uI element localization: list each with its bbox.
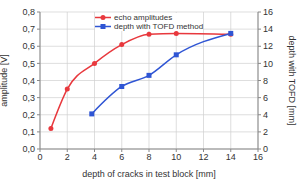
svg-text:0,6: 0,6 <box>22 41 35 51</box>
svg-text:8: 8 <box>263 76 268 86</box>
svg-text:0,0: 0,0 <box>22 144 35 154</box>
svg-text:4: 4 <box>263 110 268 120</box>
svg-text:0: 0 <box>263 144 268 154</box>
svg-text:6: 6 <box>263 93 268 103</box>
svg-text:10: 10 <box>263 59 273 69</box>
svg-text:0: 0 <box>37 152 42 162</box>
svg-text:12: 12 <box>263 41 273 51</box>
svg-text:4: 4 <box>92 152 97 162</box>
svg-text:16: 16 <box>253 152 263 162</box>
svg-text:2: 2 <box>263 127 268 137</box>
svg-text:0,2: 0,2 <box>22 110 35 120</box>
svg-text:14: 14 <box>226 152 236 162</box>
svg-text:10: 10 <box>171 152 181 162</box>
svg-text:6: 6 <box>119 152 124 162</box>
svg-text:0,4: 0,4 <box>22 76 35 86</box>
svg-text:amplitude [V]: amplitude [V] <box>8 54 9 107</box>
svg-text:12: 12 <box>198 152 208 162</box>
svg-text:0,3: 0,3 <box>22 93 35 103</box>
svg-text:14: 14 <box>263 24 273 34</box>
svg-text:0,1: 0,1 <box>22 127 35 137</box>
svg-text:2: 2 <box>65 152 70 162</box>
svg-text:16: 16 <box>263 7 273 17</box>
svg-text:8: 8 <box>146 152 151 162</box>
svg-text:0,5: 0,5 <box>22 59 35 69</box>
svg-text:depth with TOFD [mm]: depth with TOFD [mm] <box>287 35 292 125</box>
svg-text:0,8: 0,8 <box>22 7 35 17</box>
html-text:depth with TOFD method: depth with TOFD method <box>114 22 204 31</box>
html-text:echo amplitudes: echo amplitudes <box>114 13 173 22</box>
svg-text:0,7: 0,7 <box>22 24 35 34</box>
svg-text:depth of cracks in test block: depth of cracks in test block [mm] <box>82 169 216 179</box>
